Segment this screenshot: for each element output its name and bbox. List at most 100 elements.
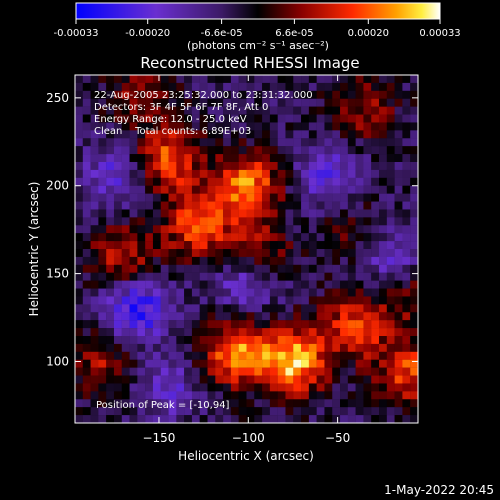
heatmap-cell — [90, 256, 99, 265]
heatmap-cell — [160, 351, 169, 360]
heatmap-cell — [254, 201, 263, 210]
heatmap-cell — [402, 415, 411, 423]
heatmap-cell — [402, 399, 411, 408]
heatmap-cell — [176, 296, 185, 305]
heatmap-cell — [277, 320, 286, 329]
heatmap-cell — [113, 359, 122, 368]
heatmap-cell — [113, 249, 122, 258]
heatmap-cell — [410, 375, 418, 384]
heatmap-cell — [82, 383, 91, 392]
heatmap-cell — [184, 304, 193, 313]
heatmap-cell — [394, 407, 403, 416]
heatmap-cell — [137, 304, 146, 313]
heatmap-cell — [215, 336, 224, 345]
heatmap-cell — [184, 154, 193, 163]
heatmap-cell — [129, 320, 138, 329]
heatmap-cell — [82, 169, 91, 178]
heatmap-cell — [129, 296, 138, 305]
heatmap-cell — [168, 106, 177, 115]
heatmap-cell — [324, 272, 333, 281]
heatmap-cell — [316, 193, 325, 202]
heatmap-cell — [215, 280, 224, 289]
heatmap-cell — [402, 288, 411, 297]
heatmap-cell — [152, 233, 161, 242]
heatmap-cell — [277, 256, 286, 265]
heatmap-cell — [324, 280, 333, 289]
heatmap-cell — [75, 280, 83, 289]
heatmap-cell — [394, 162, 403, 171]
heatmap-cell — [340, 351, 348, 360]
heatmap-cell — [316, 225, 325, 234]
heatmap-cell — [184, 90, 193, 99]
heatmap-cell — [301, 138, 310, 147]
heatmap-cell — [379, 280, 387, 289]
plot-frame — [74, 74, 419, 424]
heatmap-cell — [137, 264, 146, 273]
heatmap-cell — [379, 82, 387, 91]
heatmap-cell — [199, 169, 208, 178]
heatmap-cell — [332, 272, 341, 281]
heatmap-cell — [223, 154, 232, 163]
heatmap-cell — [168, 407, 177, 416]
heatmap-cell — [293, 256, 302, 265]
heatmap-cell — [152, 272, 161, 281]
heatmap-cell — [379, 304, 387, 313]
heatmap-cell — [168, 256, 177, 265]
heatmap-cell — [82, 375, 91, 384]
heatmap-cell — [246, 146, 255, 155]
heatmap-cell — [379, 138, 387, 147]
heatmap-cell — [371, 177, 380, 186]
heatmap-cell — [347, 367, 356, 376]
heatmap-cell — [145, 264, 154, 273]
heatmap-cell — [223, 217, 232, 226]
heatmap-cell — [402, 383, 411, 392]
heatmap-cell — [191, 138, 200, 147]
heatmap-cell — [316, 399, 325, 408]
heatmap-cell — [215, 122, 224, 131]
heatmap-cell — [113, 383, 122, 392]
heatmap-cell — [246, 375, 255, 384]
heatmap-cell — [340, 383, 348, 392]
heatmap-cell — [277, 169, 286, 178]
heatmap-cell — [347, 391, 356, 400]
heatmap-cell — [145, 177, 154, 186]
heatmap-cell — [277, 288, 286, 297]
heatmap-cell — [371, 162, 380, 171]
heatmap-cell — [324, 82, 333, 91]
heatmap-cell — [191, 225, 200, 234]
heatmap-cell — [379, 193, 387, 202]
heatmap-cell — [363, 201, 372, 210]
heatmap-cell — [324, 201, 333, 210]
heatmap-cell — [137, 209, 146, 218]
heatmap-cell — [285, 288, 294, 297]
heatmap-cell — [308, 359, 317, 368]
heatmap-cell — [160, 201, 169, 210]
heatmap-cell — [386, 90, 395, 99]
heatmap-cell — [199, 367, 208, 376]
heatmap-cell — [90, 233, 99, 242]
heatmap-cell — [152, 185, 161, 194]
heatmap-cell — [160, 177, 169, 186]
heatmap-cell — [223, 399, 232, 408]
heatmap-cell — [285, 154, 294, 163]
heatmap-cell — [355, 193, 364, 202]
heatmap-cell — [137, 375, 146, 384]
heatmap-cell — [394, 391, 403, 400]
heatmap-cell — [106, 75, 115, 84]
heatmap-cell — [215, 288, 224, 297]
heatmap-cell — [184, 233, 193, 242]
heatmap-cell — [394, 241, 403, 250]
heatmap-cell — [145, 193, 154, 202]
heatmap-cell — [340, 256, 348, 265]
heatmap-cell — [121, 106, 130, 115]
heatmap-cell — [176, 130, 185, 139]
heatmap-cell — [75, 415, 83, 423]
heatmap-cell — [332, 193, 341, 202]
heatmap-cell — [254, 359, 263, 368]
heatmap-cell — [207, 169, 216, 178]
heatmap-cell — [137, 169, 146, 178]
heatmap-cell — [371, 106, 380, 115]
heatmap-cell — [363, 169, 372, 178]
heatmap-cell — [191, 122, 200, 131]
